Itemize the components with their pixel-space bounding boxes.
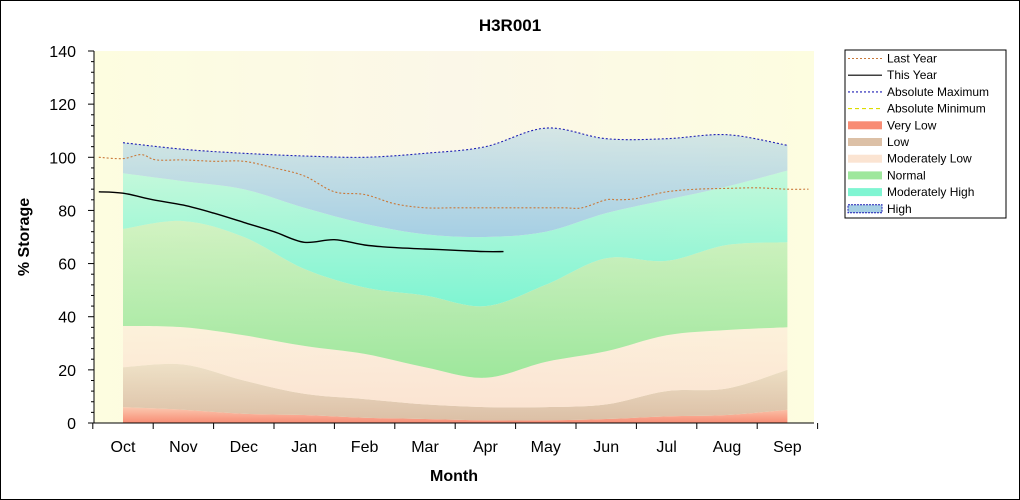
legend-label: Absolute Minimum xyxy=(887,102,986,116)
legend-swatch xyxy=(848,171,882,180)
legend-swatch xyxy=(848,121,882,130)
legend-label: Moderately High xyxy=(887,185,974,199)
x-axis-title: Month xyxy=(430,468,478,485)
y-tick-label: 20 xyxy=(58,363,76,380)
band-high xyxy=(123,127,788,238)
legend-label: Very Low xyxy=(887,118,937,132)
line-absolute-maximum xyxy=(122,127,788,158)
legend-item-absolute-maximum: Absolute Maximum xyxy=(848,85,989,99)
legend-item-this-year: This Year xyxy=(848,68,937,82)
y-tick-label: 80 xyxy=(58,203,76,220)
x-tick-label: Nov xyxy=(169,439,197,456)
band-normal xyxy=(123,220,788,378)
x-tick-label: Feb xyxy=(351,439,379,456)
legend-swatch xyxy=(848,154,882,163)
x-tick-label: Jan xyxy=(291,439,317,456)
legend-label: Normal xyxy=(887,168,926,182)
y-tick-label: 60 xyxy=(58,257,76,274)
line-this-year xyxy=(98,191,504,253)
legend-swatch xyxy=(848,138,882,146)
legend-item-normal: Normal xyxy=(848,168,926,182)
y-tick-label: 120 xyxy=(49,97,76,114)
line-last-year xyxy=(98,154,809,209)
x-tick-label: May xyxy=(531,439,561,456)
legend-label: Absolute Maximum xyxy=(887,85,989,99)
legend-label: This Year xyxy=(887,68,937,82)
legend-item-moderately-high: Moderately High xyxy=(848,185,974,199)
legend-item-high: High xyxy=(847,202,912,216)
x-tick-label: Apr xyxy=(473,439,499,456)
legend-item-absolute-minimum: Absolute Minimum xyxy=(848,102,986,116)
legend-swatch xyxy=(847,204,883,214)
x-tick-label: Dec xyxy=(230,439,258,456)
band-very-low xyxy=(123,407,788,423)
legend-label: Last Year xyxy=(887,52,937,66)
legend-item-very-low: Very Low xyxy=(848,118,937,132)
y-axis-title: % Storage xyxy=(16,198,33,276)
y-tick-label: 140 xyxy=(49,44,76,61)
x-tick-label: Jul xyxy=(656,439,676,456)
x-tick-label: Mar xyxy=(411,439,439,456)
band-moderately-low xyxy=(123,326,788,408)
x-tick-label: Sep xyxy=(773,439,802,456)
legend-item-moderately-low: Moderately Low xyxy=(848,152,972,166)
bands-layer xyxy=(123,127,788,423)
band-low xyxy=(123,363,788,421)
axes-layer: 0 20 40 60 80 100 120 140 Oct Nov Dec Jan Feb Mar Apr M… xyxy=(49,44,819,456)
legend-label: Moderately Low xyxy=(887,152,972,166)
band-moderately-high xyxy=(123,170,788,307)
legend-item-low: Low xyxy=(848,135,909,149)
legend-swatch xyxy=(848,188,882,197)
x-tick-label: Jun xyxy=(593,439,619,456)
legend-label: High xyxy=(887,202,912,216)
y-tick-label: 0 xyxy=(67,416,76,433)
y-tick-label: 40 xyxy=(58,310,76,327)
x-tick-label: Aug xyxy=(713,439,741,456)
legend: Last Year This Year Absolute Maximum Absolu… xyxy=(844,49,1007,219)
legend-item-last-year: Last Year xyxy=(848,52,937,66)
x-tick-label: Oct xyxy=(111,439,136,456)
y-tick-label: 100 xyxy=(49,150,76,167)
chart-title: H3R001 xyxy=(479,16,541,35)
legend-label: Low xyxy=(887,135,909,149)
